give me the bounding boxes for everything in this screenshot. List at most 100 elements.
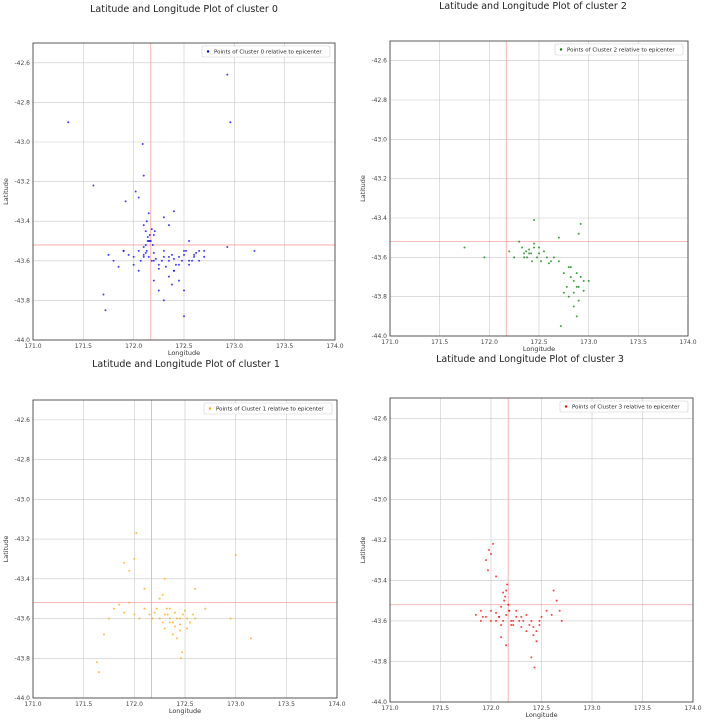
data-point xyxy=(128,601,131,604)
x-tick-label: 174.0 xyxy=(326,343,343,350)
data-point xyxy=(234,553,237,556)
data-point xyxy=(569,276,572,278)
y-tick-label: -44.0 xyxy=(14,337,30,344)
data-point xyxy=(579,222,582,225)
data-point xyxy=(515,615,518,618)
data-point xyxy=(484,615,487,618)
data-point xyxy=(538,623,541,626)
data-point xyxy=(542,250,545,253)
x-tick-label: 174.0 xyxy=(679,339,696,346)
x-tick-label: 174.0 xyxy=(328,701,345,708)
x-tick-label: 171.5 xyxy=(75,701,92,708)
data-point xyxy=(145,220,148,223)
data-point xyxy=(515,609,518,612)
data-point xyxy=(173,625,176,628)
data-point xyxy=(193,253,196,256)
data-point xyxy=(502,619,505,622)
data-point xyxy=(171,621,174,624)
data-point xyxy=(104,309,107,312)
x-tick-label: 173.5 xyxy=(634,705,651,712)
data-point xyxy=(552,589,555,592)
data-point xyxy=(528,252,531,255)
y-tick-label: -43.0 xyxy=(14,496,30,503)
legend-label: Points of Cluster 3 relative to epicente… xyxy=(572,405,680,411)
data-point xyxy=(533,218,536,221)
y-axis-label: Latitude xyxy=(359,175,367,202)
data-point xyxy=(154,257,157,260)
data-point xyxy=(567,295,570,298)
data-point xyxy=(540,615,543,618)
data-point xyxy=(183,289,185,292)
data-point xyxy=(148,613,151,616)
x-tick-label: 171.5 xyxy=(75,343,92,350)
data-point xyxy=(138,617,141,620)
data-point xyxy=(572,291,575,294)
data-point xyxy=(495,575,498,578)
y-tick-label: -43.0 xyxy=(14,139,30,146)
x-tick-label: 172.0 xyxy=(482,705,499,712)
data-point xyxy=(484,559,487,562)
y-axis-label: Latitude xyxy=(2,178,10,205)
data-point xyxy=(179,657,182,660)
data-point xyxy=(567,266,570,269)
data-point xyxy=(168,617,171,620)
legend-box xyxy=(559,400,689,413)
x-tick-label: 172.0 xyxy=(481,339,498,346)
data-point xyxy=(178,629,181,632)
data-point xyxy=(560,619,563,622)
data-point xyxy=(577,299,580,302)
legend: Points of Cluster 0 relative to epicente… xyxy=(201,45,331,58)
data-point xyxy=(194,617,197,620)
y-tick-label: -42.8 xyxy=(371,456,387,463)
data-point xyxy=(479,609,482,612)
data-point xyxy=(177,263,180,266)
plot-area-frame xyxy=(32,399,338,699)
cluster-1-plot: Latitude and Longitude Plot of cluster 1… xyxy=(2,359,346,715)
data-point xyxy=(490,553,492,556)
data-point xyxy=(168,621,171,624)
data-point xyxy=(137,269,140,272)
data-point xyxy=(530,656,533,659)
data-point xyxy=(532,634,535,637)
data-point xyxy=(555,599,558,602)
data-point xyxy=(148,234,151,237)
x-tick-label: 173.0 xyxy=(580,339,597,346)
data-point xyxy=(174,263,177,266)
data-point xyxy=(510,619,513,622)
data-point xyxy=(500,623,503,626)
data-point xyxy=(168,607,171,610)
data-point xyxy=(142,245,145,248)
y-tick-label: -42.8 xyxy=(14,99,30,106)
plot-area-frame xyxy=(389,40,689,337)
data-point xyxy=(552,256,555,259)
data-point xyxy=(523,252,526,255)
data-point xyxy=(180,259,183,262)
data-point xyxy=(102,293,105,296)
x-tick-label: 171.0 xyxy=(24,343,41,350)
data-point xyxy=(474,613,477,616)
x-tick-label: 173.0 xyxy=(226,343,243,350)
plot-area-frame xyxy=(32,42,336,341)
data-point xyxy=(487,549,490,551)
data-point xyxy=(506,583,509,586)
y-tick-label: -43.6 xyxy=(371,618,387,625)
data-point xyxy=(102,633,105,636)
cluster-2-plot: Latitude and Longitude Plot of cluster 2… xyxy=(359,1,697,353)
data-point xyxy=(164,265,167,268)
data-point xyxy=(490,609,492,612)
y-tick-label: -43.4 xyxy=(371,215,387,222)
x-tick-label: 171.0 xyxy=(24,701,41,708)
data-point xyxy=(198,249,201,252)
x-tick-label: 172.5 xyxy=(530,339,547,346)
x-axis-label: Longitude xyxy=(523,345,555,353)
data-point xyxy=(525,630,528,633)
data-point xyxy=(577,285,580,288)
data-point xyxy=(145,249,148,252)
data-point xyxy=(498,615,501,618)
data-point xyxy=(172,269,175,272)
data-point xyxy=(530,619,533,622)
data-point xyxy=(170,253,173,256)
y-tick-label: -43.8 xyxy=(371,294,387,301)
data-point xyxy=(203,255,206,258)
data-point xyxy=(183,249,185,252)
